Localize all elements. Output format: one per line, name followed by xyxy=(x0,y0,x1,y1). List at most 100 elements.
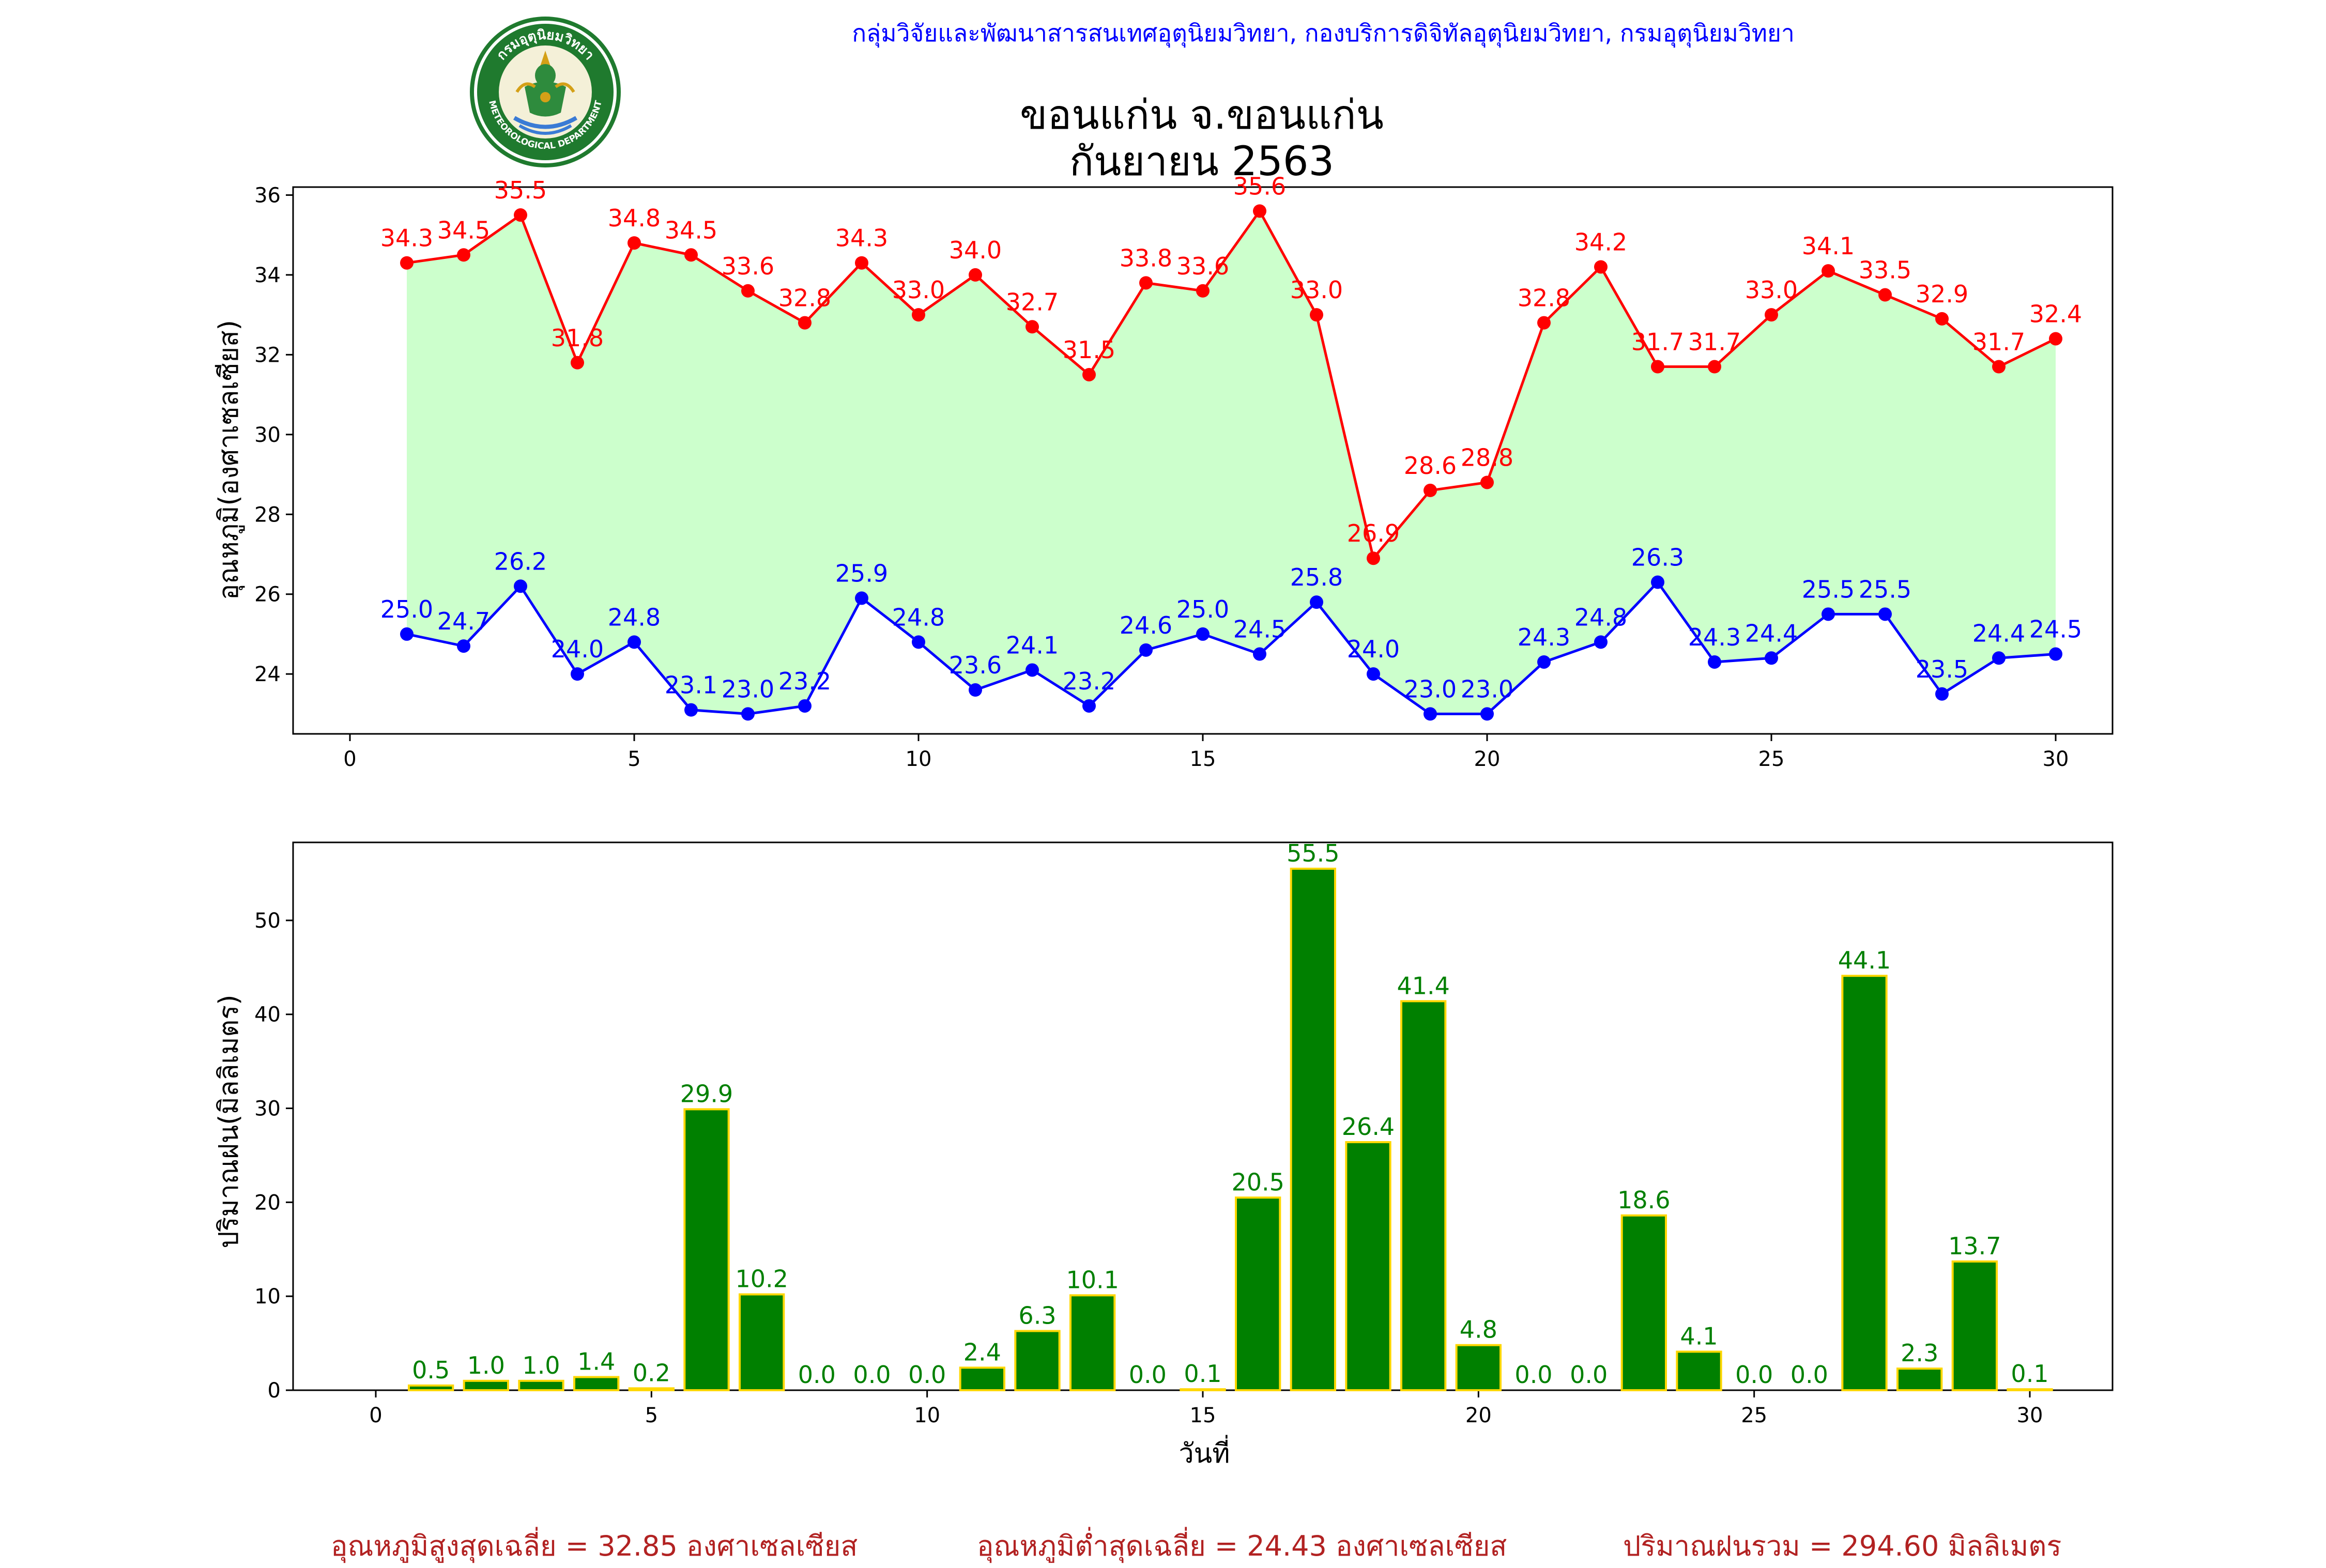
max-temperature-data-label: 31.7 xyxy=(1688,328,1741,356)
max-temperature-data-label: 28.6 xyxy=(1404,452,1457,480)
min-temperature-data-label: 24.8 xyxy=(1574,603,1627,631)
min-temperature-point xyxy=(855,591,868,605)
min-temperature-point xyxy=(1878,607,1892,621)
rainfall-data-label: 0.1 xyxy=(2011,1360,2048,1388)
rainfall-bar xyxy=(518,1379,564,1391)
temp-y-tick-label: 36 xyxy=(254,183,281,207)
min-temperature-data-label: 24.6 xyxy=(1120,611,1172,639)
rainfall-data-label: 0.0 xyxy=(1735,1361,1773,1389)
rainfall-bar xyxy=(1235,1196,1281,1391)
rain-x-tick-label: 5 xyxy=(645,1404,658,1427)
rain-y-tick-label: 20 xyxy=(254,1191,281,1215)
max-temperature-point xyxy=(912,308,925,322)
min-temperature-data-label: 26.3 xyxy=(1631,544,1684,572)
max-temperature-data-label: 31.5 xyxy=(1063,336,1115,364)
min-temperature-point xyxy=(1594,635,1608,649)
max-temperature-point xyxy=(400,256,414,270)
rain-x-tick-label: 30 xyxy=(2017,1404,2043,1427)
min-temperature-data-label: 24.0 xyxy=(1347,635,1400,663)
rain-y-tick-label: 10 xyxy=(254,1285,281,1309)
rainfall-data-label: 0.0 xyxy=(1514,1361,1552,1389)
rainfall-data-label: 55.5 xyxy=(1287,839,1339,867)
rainfall-bar xyxy=(1069,1294,1116,1391)
temperature-axis-label: อุณหภูมิ(องศาเซลเซียส) xyxy=(213,320,245,600)
rain-x-tick-label: 25 xyxy=(1741,1404,1767,1427)
min-temperature-data-label: 24.5 xyxy=(1233,616,1286,643)
max-temperature-point xyxy=(1424,483,1437,497)
max-temperature-data-label: 33.8 xyxy=(1120,244,1172,272)
temp-y-tick-label: 32 xyxy=(254,343,281,367)
rainfall-data-label: 44.1 xyxy=(1838,946,1891,974)
temperature-range-band xyxy=(407,211,2056,714)
rainfall-bar xyxy=(1951,1260,1998,1392)
chart-title-month: กันยายน 2563 xyxy=(1069,139,1335,185)
max-temperature-point xyxy=(1253,204,1266,218)
max-temperature-point xyxy=(1594,260,1608,274)
rainfall-bar xyxy=(1290,867,1337,1391)
min-temperature-data-label: 24.8 xyxy=(892,603,945,631)
rainfall-data-label: 0.0 xyxy=(1129,1361,1167,1389)
rainfall-bar xyxy=(463,1379,510,1391)
deity-emblem-icon xyxy=(513,51,578,135)
rainfall-data-label: 1.0 xyxy=(522,1351,560,1379)
rainfall-data-label: 13.7 xyxy=(1948,1232,2001,1260)
min-temperature-data-label: 23.0 xyxy=(1461,675,1513,703)
max-temperature-point xyxy=(1878,288,1892,302)
rainfall-axis-label: ปริมาณฝน(มิลลิเมตร) xyxy=(213,994,244,1248)
max-temperature-point xyxy=(969,268,982,282)
temp-y-tick-label: 30 xyxy=(254,423,281,447)
max-temperature-point xyxy=(457,248,470,262)
max-temperature-point xyxy=(1139,276,1153,290)
min-temperature-point xyxy=(2049,647,2062,661)
max-temperature-data-label: 26.9 xyxy=(1347,519,1400,547)
rainfall-data-label: 0.0 xyxy=(1570,1361,1608,1389)
min-temperature-point xyxy=(1765,651,1778,665)
min-temperature-point xyxy=(912,635,925,649)
rainfall-bar xyxy=(1841,975,1888,1391)
rainfall-data-label: 6.3 xyxy=(1018,1301,1056,1329)
temperature-chart: อุณหภูมิ(องศาเซลเซียส) 0 5 10 15 20 25 30 24 26 2… xyxy=(213,172,2114,771)
min-temperature-data-label: 23.0 xyxy=(1404,675,1457,703)
rainfall-bar xyxy=(628,1387,675,1391)
max-temperature-point xyxy=(684,248,698,262)
max-temperature-data-label: 33.6 xyxy=(722,252,774,280)
max-temperature-data-label: 28.8 xyxy=(1461,443,1513,471)
max-temperature-point xyxy=(1992,360,2006,374)
min-temperature-point xyxy=(1708,655,1721,669)
min-temperature-point xyxy=(457,639,470,653)
max-temperature-data-label: 31.8 xyxy=(551,324,604,352)
max-temperature-data-label: 31.7 xyxy=(1972,328,2025,356)
min-temperature-point xyxy=(571,667,584,681)
min-temperature-point xyxy=(1367,667,1380,681)
max-temperature-data-label: 34.1 xyxy=(1802,232,1855,260)
max-temperature-point xyxy=(1082,367,1096,381)
min-temperature-data-label: 23.0 xyxy=(722,675,774,703)
min-temperature-point xyxy=(1082,699,1096,713)
rainfall-x-axis-label: วันที่ xyxy=(1179,1435,1230,1469)
rainfall-data-label: 0.2 xyxy=(633,1359,670,1387)
min-temperature-data-label: 25.5 xyxy=(1802,575,1855,603)
max-temperature-point xyxy=(741,284,755,298)
max-temperature-data-label: 33.6 xyxy=(1176,252,1229,280)
rainfall-bar xyxy=(1676,1350,1722,1392)
rainfall-data-label: 4.1 xyxy=(1680,1322,1718,1350)
rainfall-data-label: 41.4 xyxy=(1397,972,1449,1000)
rainfall-bar xyxy=(1400,1000,1447,1391)
total-rainfall: ปริมาณฝนรวม = 294.60 มิลลิเมตร xyxy=(1623,1530,2062,1562)
max-temperature-data-label: 31.7 xyxy=(1631,328,1684,356)
max-temperature-point xyxy=(628,236,641,250)
rain-plot-frame xyxy=(292,841,2114,1391)
min-temperature-data-label: 24.7 xyxy=(437,607,490,635)
temp-y-tick-label: 24 xyxy=(254,663,281,686)
rainfall-bar xyxy=(1345,1141,1391,1391)
min-temperature-data-label: 24.4 xyxy=(1745,619,1798,647)
max-temperature-point xyxy=(2049,332,2062,346)
rainfall-data-label: 10.1 xyxy=(1066,1266,1119,1294)
rain-x-tick-label: 0 xyxy=(369,1404,382,1427)
max-temperature-data-label: 33.0 xyxy=(1290,276,1343,304)
rainfall-data-label: 0.0 xyxy=(1791,1361,1828,1389)
min-temperature-data-label: 23.2 xyxy=(778,667,831,695)
min-temperature-point xyxy=(1310,595,1323,609)
max-temperature-point xyxy=(514,208,527,222)
min-temperature-data-label: 24.1 xyxy=(1006,631,1059,659)
